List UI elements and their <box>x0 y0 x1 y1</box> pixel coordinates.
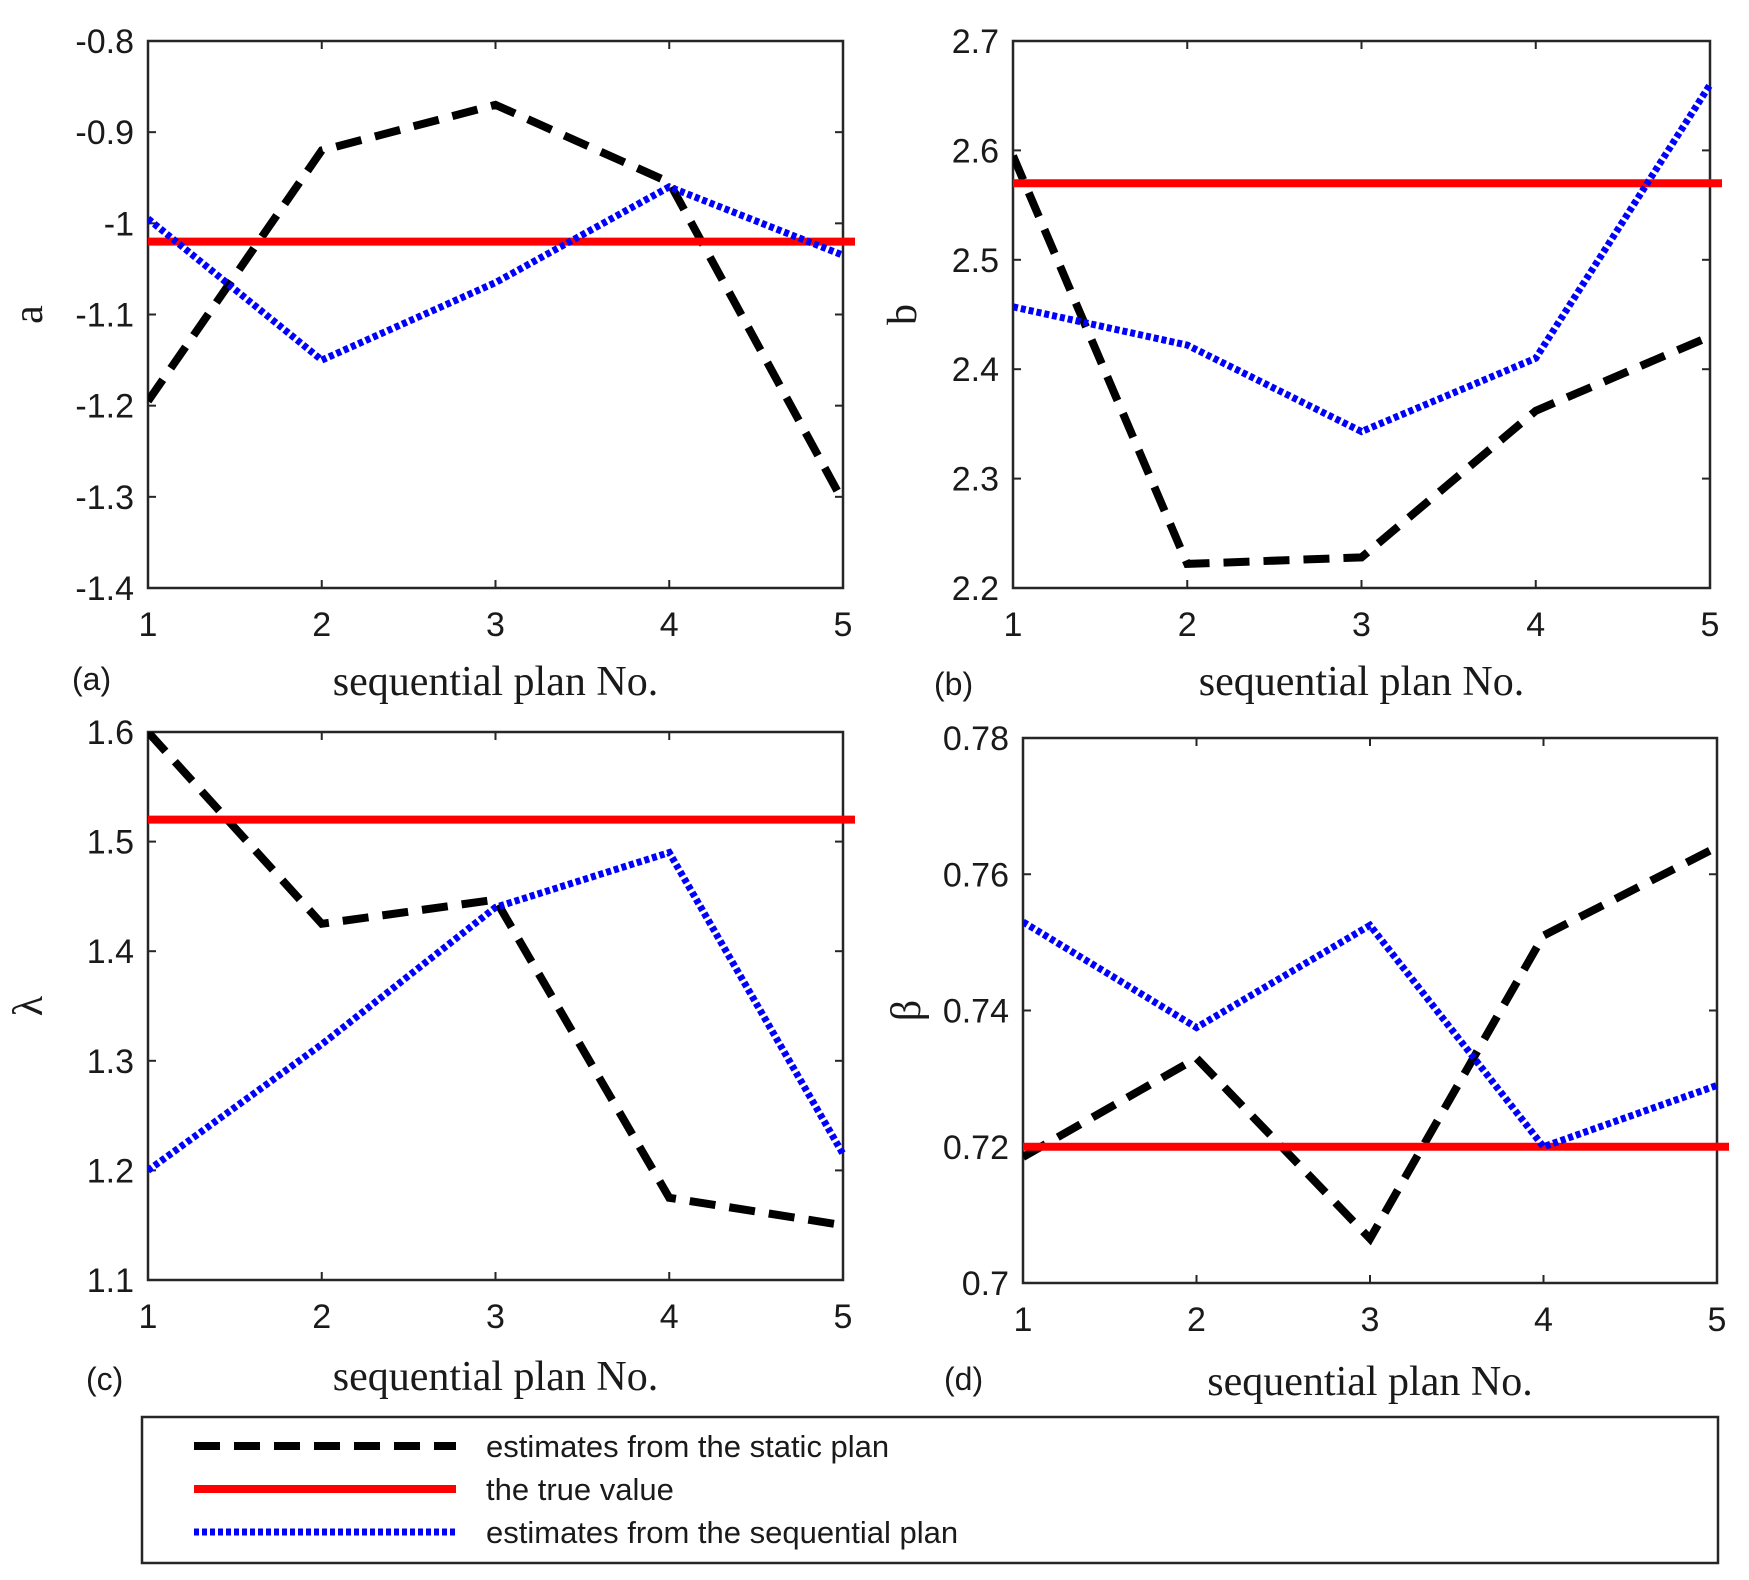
x-tick-label: 1 <box>139 1298 158 1336</box>
series-static-line <box>1023 843 1719 1246</box>
x-tick-label: 4 <box>1534 1301 1553 1339</box>
plot-area <box>148 732 855 1230</box>
y-tick-label: 2.6 <box>952 132 999 170</box>
x-tick-label: 4 <box>1526 606 1545 644</box>
series-static-line <box>1013 154 1712 569</box>
series-static-line <box>148 100 847 504</box>
chart-panels: -0.8-0.9-1-1.1-1.2-1.3-1.41 2 3 4 5sequentia… <box>6 23 1729 1405</box>
y-axis-title: b <box>880 304 926 325</box>
axes-box <box>146 730 845 1282</box>
x-tick-label: 4 <box>660 1298 679 1336</box>
x-tick-label: 5 <box>1701 606 1720 644</box>
panel-tag: (c) <box>86 1361 123 1397</box>
series-sequential-line <box>1023 918 1719 1151</box>
axes-box <box>1021 736 1719 1285</box>
y-tick-label: -0.9 <box>75 114 134 152</box>
y-axis-title: β <box>884 1000 930 1021</box>
y-tick-label: 1.5 <box>87 824 134 862</box>
legend-static-label: estimates from the static plan <box>486 1429 889 1464</box>
y-tick-label: 2.4 <box>952 351 999 389</box>
panel-tag: (d) <box>944 1361 983 1397</box>
panel-b: 2.7 2.6 2.5 2.4 2.3 2.21 2 3 4 5 sequential plan N… <box>880 23 1722 705</box>
x-tick-label: 3 <box>1361 1301 1380 1339</box>
legend-sequential-label: estimates from the sequential plan <box>486 1515 958 1550</box>
x-tick-label: 2 <box>1178 606 1197 644</box>
x-tick-label: 2 <box>312 1298 331 1336</box>
y-tick-label: 0.74 <box>943 993 1009 1031</box>
y-tick-label: 1.4 <box>87 933 134 971</box>
y-tick-label: -1 <box>104 205 134 243</box>
x-axis-title: sequential plan No. <box>1207 1359 1532 1405</box>
series-static-line <box>148 732 844 1230</box>
y-tick-label: 0.7 <box>962 1265 1009 1303</box>
y-tick-label: -1.1 <box>75 297 134 335</box>
x-tick-label: 2 <box>312 606 331 644</box>
y-tick-label: 1.6 <box>87 714 134 752</box>
plot-area <box>148 100 855 504</box>
y-tick-label: -1.4 <box>75 570 134 608</box>
y-tick-label: 2.7 <box>952 23 999 61</box>
y-tick-label: -1.2 <box>75 388 134 426</box>
y-tick-label: 0.76 <box>943 856 1009 894</box>
y-tick-label: 1.3 <box>87 1043 134 1081</box>
plot-area <box>1013 82 1722 569</box>
y-tick-label: 1.2 <box>87 1152 134 1190</box>
x-tick-label: 3 <box>486 1298 505 1336</box>
x-axis-title: sequential plan No. <box>333 1354 658 1400</box>
panel-a: -0.8 -0.9 -1 -1.1 -1.2 -1.3 -1.41 2 3 4 5 sequentia… <box>6 23 855 705</box>
x-tick-label: 1 <box>1014 1301 1033 1339</box>
y-tick-label: 2.5 <box>952 242 999 280</box>
legend: estimates from the static plan the true … <box>140 1415 1720 1565</box>
panel-c: 1.6 1.5 1.4 1.3 1.2 1.11 2 3 4 5 sequential plan N… <box>6 714 855 1400</box>
legend-truth-label: the true value <box>486 1472 674 1507</box>
series-sequential-line <box>148 848 847 1174</box>
y-tick-label: 1.1 <box>87 1262 134 1300</box>
x-tick-label: 3 <box>1352 606 1371 644</box>
panel-d: 0.78 0.76 0.74 0.72 0.71 2 3 4 5 sequential plan … <box>884 720 1729 1405</box>
y-tick-label: 0.72 <box>943 1129 1009 1167</box>
x-tick-label: 5 <box>1708 1301 1727 1339</box>
y-axis-title: a <box>6 305 52 324</box>
x-axis-title: sequential plan No. <box>333 659 658 705</box>
x-tick-label: 1 <box>139 606 158 644</box>
panel-tag: (b) <box>934 666 973 702</box>
y-tick-label: 2.2 <box>952 570 999 608</box>
y-tick-label: 2.3 <box>952 461 999 499</box>
y-tick-label: -1.3 <box>75 479 134 517</box>
series-sequential-line <box>1013 82 1713 436</box>
x-tick-label: 3 <box>486 606 505 644</box>
x-tick-label: 5 <box>834 606 853 644</box>
series-sequential-line <box>148 183 845 365</box>
x-tick-label: 1 <box>1004 606 1023 644</box>
y-tick-label: -0.8 <box>75 23 134 61</box>
x-tick-label: 2 <box>1187 1301 1206 1339</box>
x-tick-label: 5 <box>834 1298 853 1336</box>
x-tick-label: 4 <box>660 606 679 644</box>
y-tick-label: 0.78 <box>943 720 1009 758</box>
y-axis-title: λ <box>6 995 52 1016</box>
axes-box <box>1011 39 1712 590</box>
x-axis-title: sequential plan No. <box>1199 659 1524 705</box>
plot-area <box>1023 843 1729 1246</box>
panel-tag: (a) <box>72 661 111 697</box>
